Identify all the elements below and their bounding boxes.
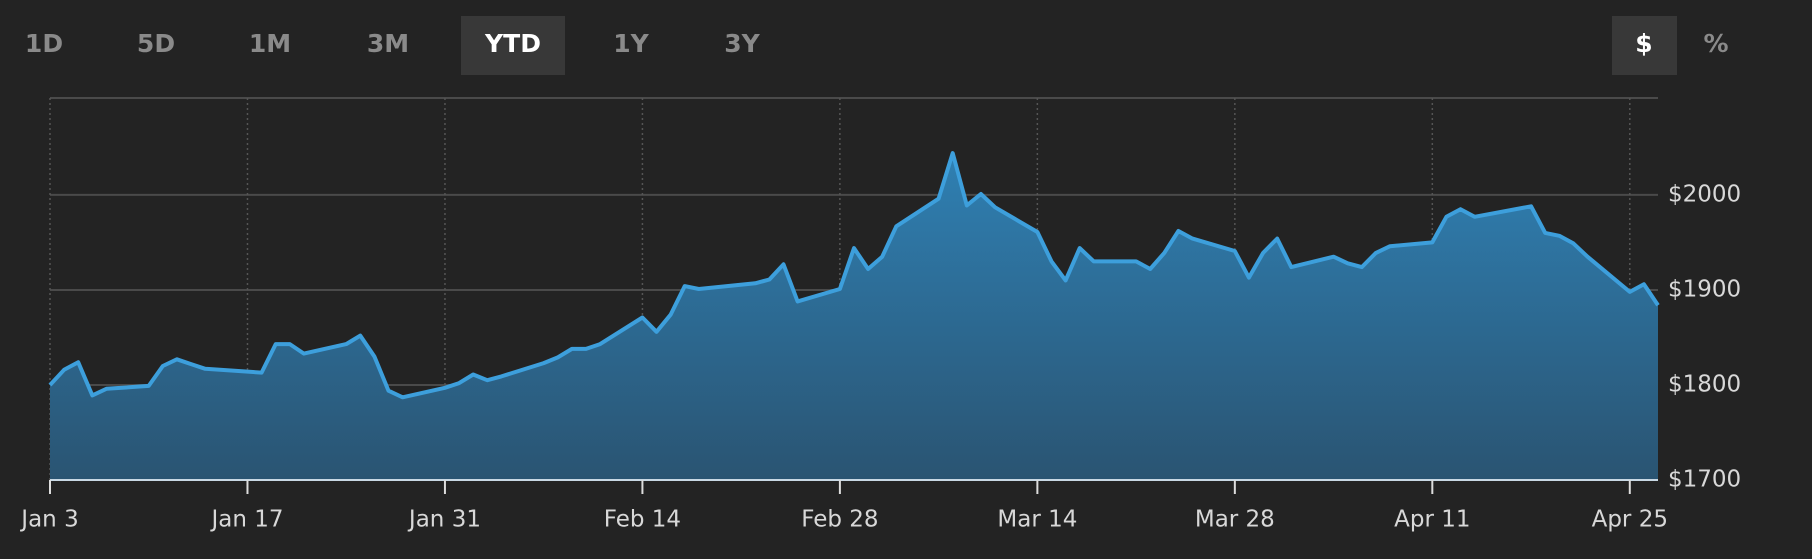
toolbar: 1D 5D 1M 3M YTD 1Y 3Y $% [25,16,1729,75]
x-tick-label: Mar 14 [997,507,1077,533]
range-button[interactable]: 1D [25,29,63,58]
y-tick-label: $1700 [1668,467,1741,493]
y-tick-label: $1800 [1668,371,1741,397]
x-tick-label: Jan 17 [209,507,283,533]
x-tick-label: Mar 28 [1195,507,1275,533]
range-button[interactable]: YTD [484,29,541,58]
range-button[interactable]: 1Y [613,29,649,58]
unit-button-bg [1612,16,1677,75]
range-button[interactable]: 3Y [724,29,760,58]
x-tick-label: Feb 14 [604,507,681,533]
plot: $1700 $1800 $1900 $2000 Jan 3 Jan 17 Jan 31 Feb… [19,97,1741,533]
range-button[interactable]: 3M [367,29,409,58]
unit-button[interactable]: $ [1635,29,1652,58]
y-tick-label: $2000 [1668,181,1741,207]
range-button[interactable]: 1M [249,29,291,58]
unit-button[interactable]: % [1703,29,1728,58]
price-line [48,151,1660,400]
area-fill [50,153,1658,480]
x-tick-label: Feb 28 [801,507,878,533]
x-tick-label: Apr 11 [1394,507,1470,533]
x-tick-label: Jan 3 [19,507,78,533]
range-button[interactable]: 5D [137,29,175,58]
x-tick-label: Apr 25 [1592,507,1668,533]
range-button-bg [461,16,565,75]
y-tick-label: $1900 [1668,276,1741,302]
x-tick-label: Jan 31 [407,507,481,533]
